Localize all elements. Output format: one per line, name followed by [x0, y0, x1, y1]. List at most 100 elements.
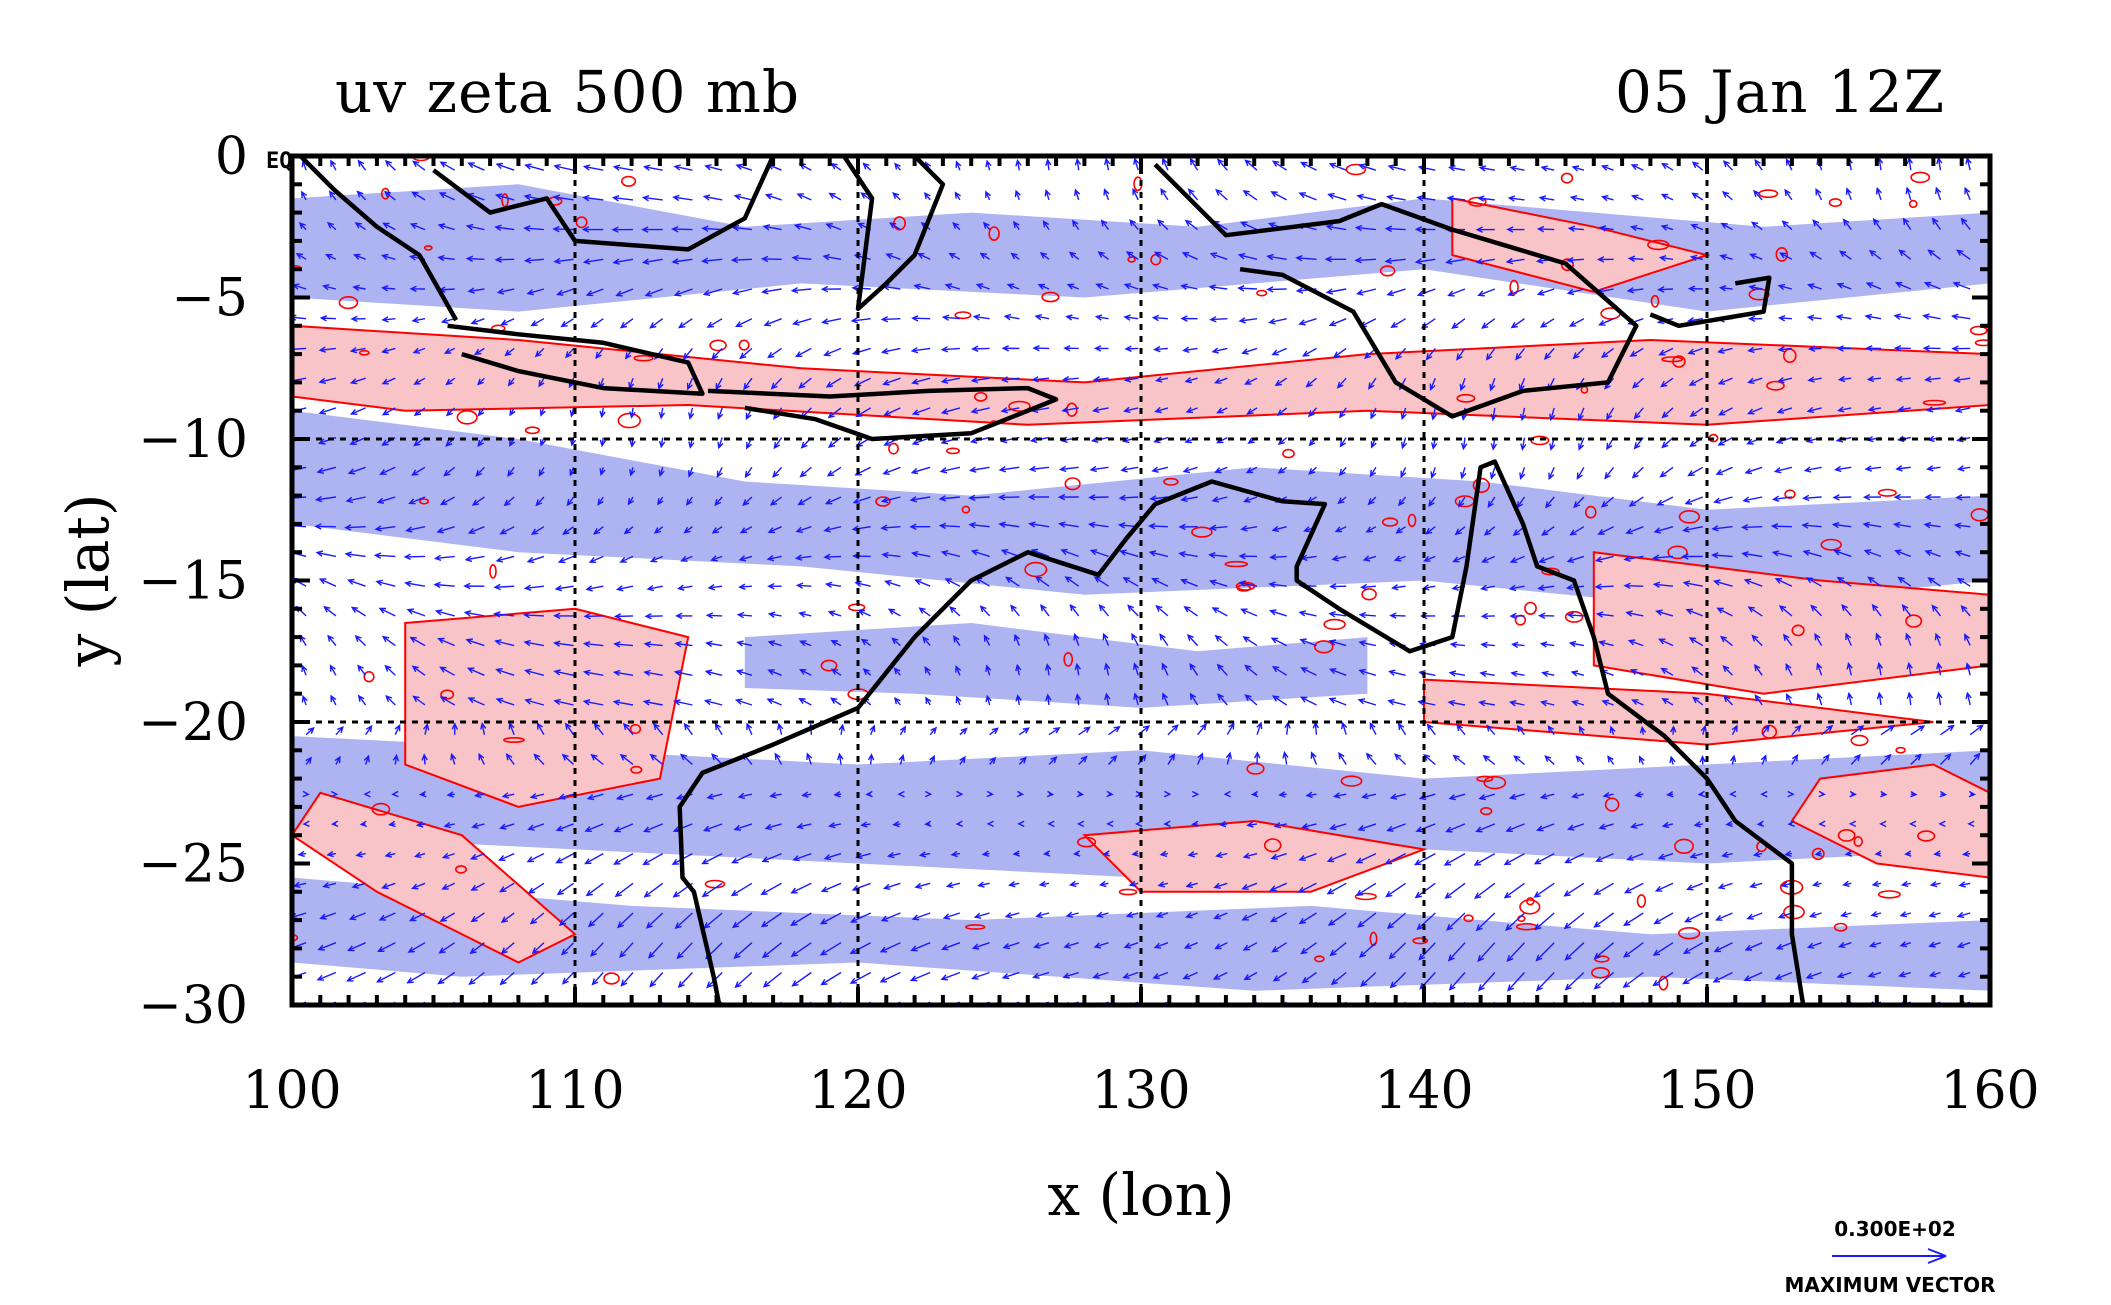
wind-vector — [443, 821, 455, 829]
x-tick-label: 110 — [525, 1061, 624, 1121]
wind-vector — [1125, 911, 1139, 918]
wind-vector — [941, 942, 961, 951]
wind-vector — [1478, 700, 1495, 707]
wind-vector — [1237, 253, 1258, 260]
wind-vector — [798, 640, 812, 647]
wind-vector — [581, 226, 604, 233]
wind-vector — [1390, 318, 1406, 329]
wind-vector — [619, 942, 634, 958]
wind-vector — [1015, 663, 1022, 676]
wind-vector — [687, 467, 694, 478]
wind-vector — [352, 284, 366, 292]
wind-vector — [1155, 604, 1169, 617]
vorticity-contour — [1381, 517, 1399, 527]
wind-vector — [1595, 852, 1614, 862]
wind-vector — [1744, 466, 1763, 475]
vorticity-contour — [945, 447, 960, 455]
wind-vector — [443, 466, 456, 477]
wind-vector — [766, 554, 782, 562]
wind-vector — [375, 579, 396, 587]
wind-vector — [1102, 632, 1110, 646]
wind-vector — [346, 971, 366, 982]
wind-vector — [1841, 603, 1852, 617]
vorticity-contour — [1658, 975, 1669, 991]
wind-vector — [891, 637, 901, 647]
wind-vector — [445, 377, 456, 386]
wind-vector — [558, 912, 575, 927]
wind-vector — [1474, 882, 1496, 899]
wind-vector — [344, 551, 366, 558]
wind-vector — [1358, 611, 1376, 619]
wind-vector — [1068, 251, 1080, 260]
wind-vector — [1485, 347, 1496, 361]
vorticity-contour — [1833, 922, 1848, 932]
wind-vector — [734, 971, 753, 989]
wind-vector — [1153, 345, 1168, 353]
wind-vector — [1069, 603, 1080, 617]
wind-vector — [1272, 971, 1288, 982]
vorticity-contour — [1041, 291, 1060, 303]
wind-vector — [1629, 669, 1644, 676]
wind-vector — [564, 722, 575, 736]
wind-vector — [918, 607, 931, 617]
wind-vector — [702, 823, 723, 832]
wind-vector — [1955, 494, 1971, 501]
wind-vector — [381, 377, 396, 385]
wind-vector — [1300, 667, 1317, 676]
wind-vector — [327, 634, 337, 647]
wind-vector — [1710, 552, 1733, 559]
wind-vector — [1791, 724, 1802, 736]
vorticity-contour — [1650, 294, 1660, 308]
wind-vector — [381, 347, 396, 354]
title-left: uv zeta 500 mb — [335, 58, 800, 126]
wind-vector — [1653, 526, 1674, 534]
wind-vector — [734, 318, 753, 327]
wind-vector — [1160, 187, 1169, 201]
wind-vector — [1298, 852, 1317, 861]
wind-vector — [363, 754, 370, 765]
wind-vector — [406, 608, 426, 617]
wind-vector — [1073, 632, 1080, 646]
wind-vector — [1357, 823, 1377, 832]
wind-vector — [1818, 790, 1826, 798]
wind-vector — [1182, 466, 1198, 474]
wind-vector — [526, 555, 545, 564]
wind-vector — [1743, 971, 1763, 982]
wind-vector — [445, 407, 456, 417]
vorticity-contour — [1345, 163, 1367, 176]
vorticity-contour — [1472, 477, 1491, 494]
wind-vector — [493, 611, 515, 618]
wind-vector — [1325, 224, 1347, 231]
wind-vector — [599, 407, 606, 419]
wind-vector — [1508, 584, 1525, 592]
wind-vector — [1775, 942, 1793, 950]
wind-vector — [1012, 220, 1020, 231]
wind-vector — [507, 377, 515, 387]
wind-vector — [1329, 583, 1347, 590]
wind-vector — [794, 347, 812, 358]
wind-vector — [1801, 494, 1822, 502]
wind-vector — [1849, 790, 1857, 798]
wind-vector — [469, 852, 485, 860]
wind-vector — [1274, 377, 1288, 387]
y-tick-label: −20 — [138, 693, 248, 753]
wind-vector — [1684, 496, 1704, 505]
wind-vector — [1576, 466, 1585, 480]
wind-vector — [619, 555, 634, 563]
wind-vector — [349, 407, 366, 415]
wind-vector — [1000, 376, 1020, 383]
wind-vector — [1760, 754, 1767, 765]
wind-vector — [1691, 161, 1704, 171]
wind-vector — [1816, 692, 1823, 706]
wind-vector — [798, 611, 812, 618]
wind-vector — [1811, 880, 1822, 888]
wind-vector — [524, 698, 545, 706]
vorticity-contour — [1314, 640, 1334, 654]
wind-vector — [1848, 820, 1857, 828]
wind-vector — [611, 195, 634, 202]
wind-vector — [954, 191, 961, 201]
wind-vector — [1362, 555, 1377, 562]
wind-vector — [1271, 695, 1288, 706]
wind-vector — [1548, 467, 1555, 481]
wind-vector — [1326, 852, 1347, 863]
